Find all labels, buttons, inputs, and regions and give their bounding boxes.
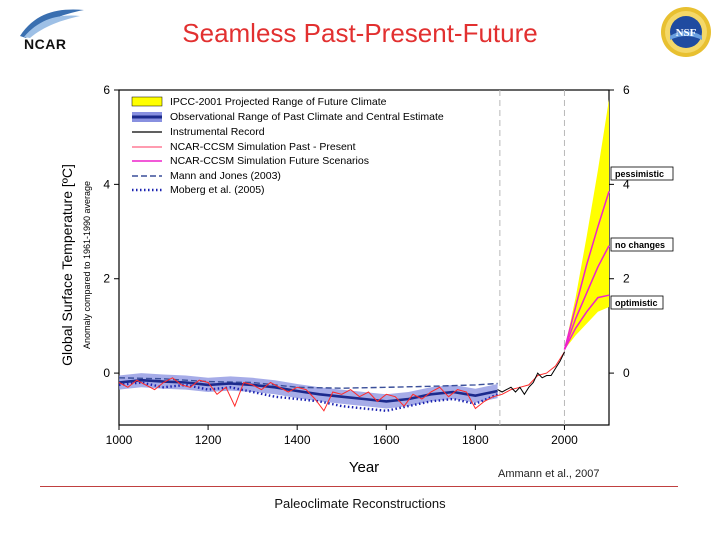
ipcc-range-polygon: [564, 99, 609, 350]
legend-label-moberg: Moberg et al. (2005): [170, 184, 265, 196]
legend-label-instrumental: Instrumental Record: [170, 126, 265, 138]
series-future-no-changes: [563, 245, 610, 350]
series-instrumental: [497, 351, 565, 396]
series-future-optimistic: [563, 294, 610, 350]
axes: 1000 1200 1400 1600 1800 2000 0 0 2 2 4 4 6 6: [103, 83, 630, 447]
ncar-logo-text: NCAR: [24, 36, 67, 52]
scenario-label-optimistic: optimistic: [610, 295, 664, 310]
page-title: Seamless Past-Present-Future: [182, 18, 538, 48]
nsf-logo: NSF: [661, 7, 711, 57]
x-axis-title: Year: [349, 459, 379, 476]
series-sim-past: [118, 351, 565, 412]
series-future-pessimistic: [563, 191, 610, 350]
x-tick-label-2000: 2000: [551, 433, 578, 447]
legend-label-obs: Observational Range of Past Climate and …: [170, 111, 444, 123]
y-tick-label-right-4: 4: [623, 177, 630, 191]
scenario-label-pessimistic-text: pessimistic: [615, 169, 664, 179]
scenario-label-no-changes: no changes: [610, 237, 674, 252]
y-tick-label-left-4: 4: [103, 177, 110, 191]
footer-caption: Paleoclimate Reconstructions: [274, 496, 446, 511]
scenario-label-pessimistic: pessimistic: [610, 166, 674, 181]
vertical-reference-lines: [499, 90, 565, 425]
legend-label-mann-jones: Mann and Jones (2003): [170, 170, 281, 182]
y-tick-label-left-6: 6: [103, 83, 110, 97]
y-tick-label-right-2: 2: [623, 272, 630, 286]
y-tick-label-left-2: 2: [103, 272, 110, 286]
legend-swatch-ipcc: [131, 96, 163, 107]
y-axis-title: Global Surface Temperature [ºC]: [59, 164, 75, 366]
scenario-label-optimistic-text: optimistic: [615, 298, 658, 308]
ipcc-range-band: [564, 99, 609, 350]
x-tick-label-1400: 1400: [284, 433, 311, 447]
legend-label-sim-future: NCAR-CCSM Simulation Future Scenarios: [170, 155, 369, 167]
y-tick-label-right-0: 0: [623, 366, 630, 380]
y-tick-label-left-0: 0: [103, 366, 110, 380]
x-tick-label-1800: 1800: [462, 433, 489, 447]
divider: [40, 486, 678, 487]
y-axis-subtitle: Anomaly compared to 1961-1990 average: [82, 181, 92, 349]
nsf-seal-rays: [661, 7, 711, 57]
legend-label-sim-past: NCAR-CCSM Simulation Past - Present: [170, 141, 356, 153]
x-tick-label-1200: 1200: [195, 433, 222, 447]
nsf-logo-text: NSF: [676, 27, 697, 39]
legend: IPCC-2001 Projected Range of Future Clim…: [131, 96, 444, 196]
legend-label-ipcc: IPCC-2001 Projected Range of Future Clim…: [170, 96, 387, 108]
y-tick-label-right-6: 6: [623, 83, 630, 97]
x-tick-label-1000: 1000: [106, 433, 133, 447]
series-lines: [118, 191, 610, 413]
series-mann-jones: [118, 377, 498, 389]
ncar-logo: [20, 9, 84, 38]
x-tick-label-1600: 1600: [373, 433, 400, 447]
citation: Ammann et al., 2007: [498, 468, 600, 480]
scenario-label-no-changes-text: no changes: [615, 240, 665, 250]
plot-area: [118, 89, 610, 426]
